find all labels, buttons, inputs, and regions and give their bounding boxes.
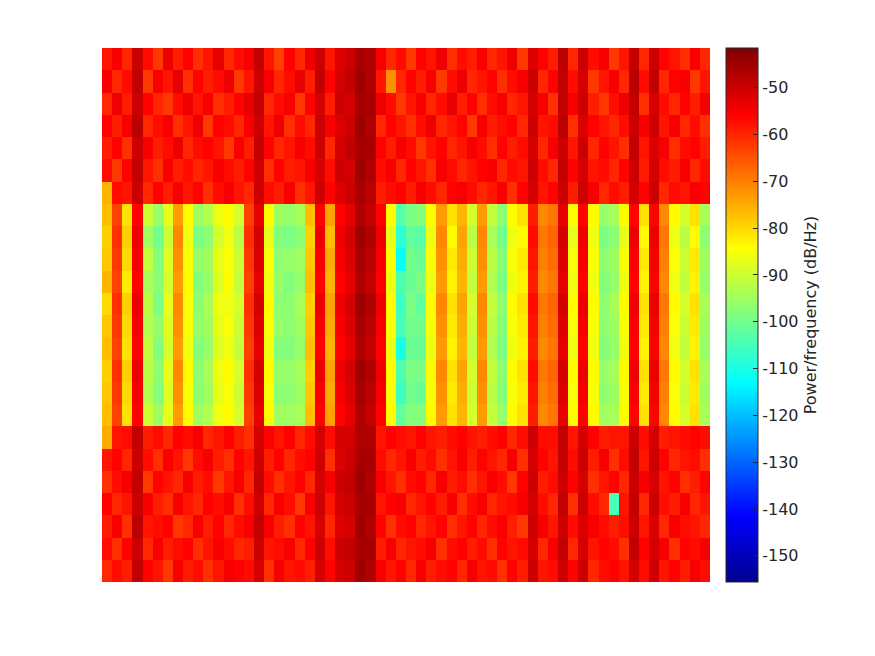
svg-text:-50: -50 (762, 78, 788, 97)
svg-text:-90: -90 (762, 266, 788, 285)
svg-text:-130: -130 (762, 453, 798, 472)
svg-text:-110: -110 (762, 359, 798, 378)
svg-text:-140: -140 (762, 500, 798, 519)
svg-text:-70: -70 (762, 172, 788, 191)
svg-text:-150: -150 (762, 546, 798, 565)
svg-text:-120: -120 (762, 406, 798, 425)
svg-text:-100: -100 (762, 312, 798, 331)
svg-text:Power/frequency (dB/Hz): Power/frequency (dB/Hz) (801, 216, 820, 415)
svg-text:-80: -80 (762, 219, 788, 238)
svg-text:-60: -60 (762, 125, 788, 144)
